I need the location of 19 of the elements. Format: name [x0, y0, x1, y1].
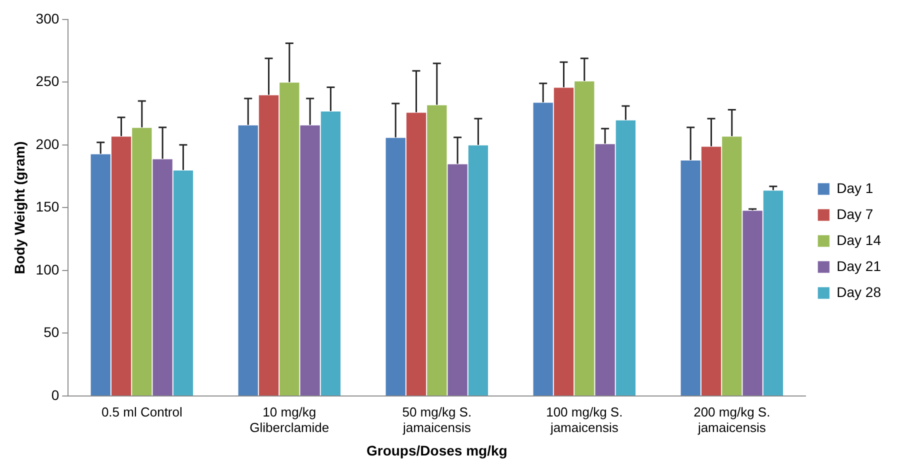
y-tick-label: 250 — [36, 73, 60, 90]
x-tick-label: 0.5 ml Control — [101, 404, 182, 420]
y-tick-label: 200 — [36, 136, 60, 152]
x-axis-title: Groups/Doses mg/kg — [366, 442, 508, 458]
y-tick-label: 50 — [44, 324, 60, 340]
x-tick-label: 50 mg/kg S. jamaicensis — [402, 404, 472, 435]
y-axis-title: Body Weight (gram) — [11, 141, 28, 274]
legend-label: Day 1 — [836, 180, 874, 196]
legend-label: Day 7 — [836, 206, 874, 222]
y-tick-label: 300 — [36, 10, 60, 26]
legend-label: Day 14 — [836, 232, 882, 248]
x-tick-label: 10 mg/kg Gliberclamide — [250, 404, 330, 435]
y-tick-label: 0 — [51, 386, 60, 403]
y-tick-label: 100 — [36, 261, 60, 278]
legend-label: Day 21 — [836, 258, 882, 274]
y-tick-label: 150 — [36, 198, 60, 215]
x-tick-label: 200 mg/kg S. jamaicensis — [694, 404, 770, 435]
legend-label: Day 28 — [836, 284, 882, 300]
x-tick-label: 100 mg/kg S. jamaicensis — [546, 404, 623, 435]
